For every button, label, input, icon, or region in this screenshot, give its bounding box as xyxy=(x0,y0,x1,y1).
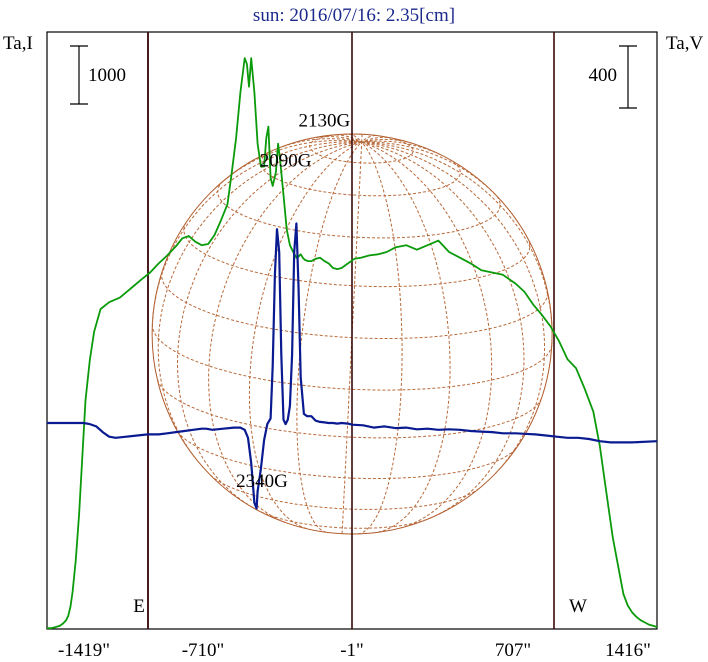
right-axis-label: Ta,V xyxy=(666,33,703,54)
longitude-gridline xyxy=(361,141,525,519)
longitude-gridline xyxy=(361,141,493,529)
left-scale-bar: 1000 xyxy=(70,45,126,105)
longitude-gridline xyxy=(361,141,451,533)
longitude-gridline xyxy=(311,136,362,143)
x-tick-label: -1419" xyxy=(58,640,110,661)
longitude-gridline xyxy=(361,141,553,345)
longitude-gridline xyxy=(361,140,441,155)
right-scale-bar: 400 xyxy=(589,45,637,109)
longitude-gridline xyxy=(151,141,362,325)
x-tick-label: 1416" xyxy=(605,640,651,661)
limb-marker-label: E xyxy=(133,596,145,617)
x-tick-label: -1" xyxy=(340,640,364,661)
left-axis-label: Ta,I xyxy=(3,33,33,54)
latitude-gridline xyxy=(210,474,480,510)
right-scale-bar-label: 400 xyxy=(589,65,618,86)
longitude-gridline xyxy=(348,133,363,143)
longitude-gridline xyxy=(361,141,503,203)
x-tick-label: 707" xyxy=(495,640,531,661)
longitude-gridline xyxy=(208,141,362,523)
longitude-gridline xyxy=(282,138,362,147)
series-lines xyxy=(47,57,658,630)
longitude-gridline xyxy=(176,141,362,511)
longitude-gridline xyxy=(341,141,363,534)
longitude-gridline xyxy=(157,141,362,459)
annotations: 2130G 2090G 2340G xyxy=(236,111,350,492)
longitude-gridline xyxy=(215,140,362,189)
longitude-gridline xyxy=(331,134,362,143)
latitude-gridline xyxy=(157,379,542,439)
latitude-gridline xyxy=(217,180,501,239)
annotation-label: 2090G xyxy=(260,151,312,172)
left-scale-bar-label: 1000 xyxy=(88,65,126,86)
series-line-polarization xyxy=(47,222,658,510)
limb-marker-label: W xyxy=(569,596,587,617)
annotation-label: 2340G xyxy=(236,471,288,492)
x-tick-labels: -1419" -710" -1" 707" 1416" xyxy=(58,640,651,661)
longitude-gridline xyxy=(361,138,413,144)
longitude-gridline xyxy=(357,141,403,535)
latitude-gridline xyxy=(260,150,461,197)
chart-title: sun: 2016/07/16: 2.35[cm] xyxy=(253,5,455,26)
latitude-gridline xyxy=(183,221,531,288)
longitude-gridline xyxy=(361,134,376,143)
longitude-gridline xyxy=(248,141,362,530)
solar-disk xyxy=(151,133,553,535)
annotation-label: 2130G xyxy=(298,111,350,132)
longitude-gridline xyxy=(361,136,393,143)
x-tick-label: -710" xyxy=(182,640,225,661)
